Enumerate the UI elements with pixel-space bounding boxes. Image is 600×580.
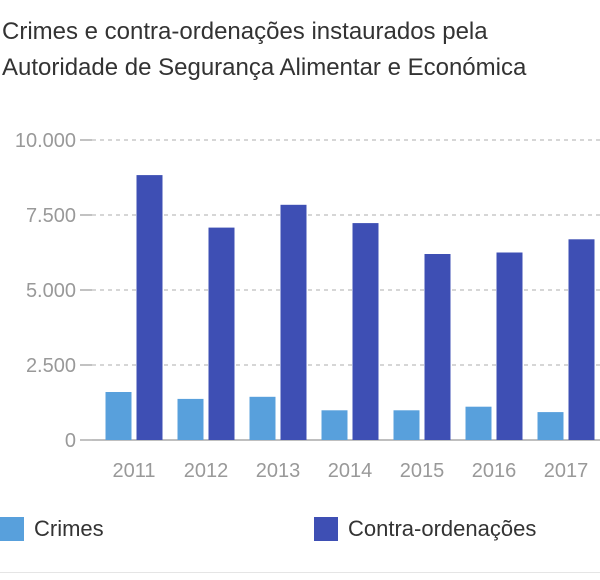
bar-crimes-2015 [393,410,420,440]
x-tick-label: 2011 [112,460,155,482]
x-tick-label: 2014 [328,460,373,482]
legend-item-contra-ordenacoes: Contra-ordenações [314,516,536,542]
legend-label-crimes: Crimes [34,516,104,541]
bars [105,175,595,440]
bar-crimes-2013 [249,396,276,440]
bar-contra-ordenacoes-2013 [280,204,307,440]
chart-title: Crimes e contra-ordenações instaurados p… [2,14,526,86]
legend-item-crimes: Crimes [0,516,104,542]
y-tick-label: 7.500 [26,205,76,227]
bar-crimes-2017 [537,412,564,440]
x-tick-label: 2016 [472,460,517,482]
y-tick-label: 5.000 [26,280,76,302]
chart-title-line-1: Crimes e contra-ordenações instaurados p… [2,18,488,45]
bar-contra-ordenacoes-2015 [424,254,451,440]
y-tick-label: 10.000 [15,130,76,152]
legend-swatch-crimes [0,517,24,541]
bar-crimes-2011 [105,392,132,440]
bar-contra-ordenacoes-2012 [208,227,235,440]
bar-contra-ordenacoes-2011 [136,175,163,440]
bar-crimes-2012 [177,398,204,440]
bar-crimes-2016 [465,406,492,440]
x-tick-label: 2017 [544,460,589,482]
x-tick-label: 2015 [400,460,445,482]
chart-title-line-2: Autoridade de Segurança Alimentar e Econ… [2,54,527,81]
bar-contra-ordenacoes-2017 [568,239,595,440]
legend-label-contra-ordenacoes: Contra-ordenações [348,516,537,541]
x-tick-label: 2013 [256,460,301,482]
bar-crimes-2014 [321,410,348,440]
x-tick-label: 2012 [184,460,229,482]
y-axis-tick-labels: 0 2.500 5.000 7.500 10.000 [15,130,76,452]
bar-contra-ordenacoes-2016 [496,252,523,440]
footer-divider [0,572,600,573]
y-tick-label: 0 [65,430,76,452]
bar-contra-ordenacoes-2014 [352,223,379,440]
y-tick-label: 2.500 [26,355,76,377]
x-axis-tick-labels: 2011 2012 2013 2014 2015 2016 2017 [112,460,588,482]
legend-swatch-contra-ordenacoes [314,517,338,541]
legend: Crimes Contra-ordenações [0,516,600,552]
